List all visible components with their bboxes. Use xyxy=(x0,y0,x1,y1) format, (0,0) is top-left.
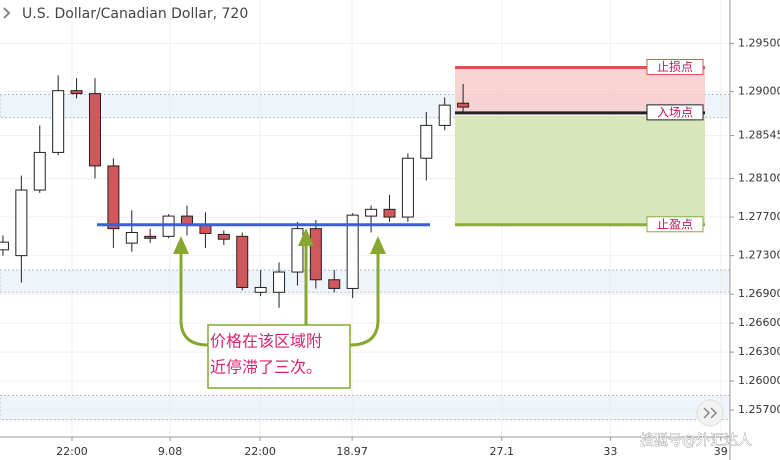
candle-body xyxy=(273,271,286,293)
candle-body xyxy=(383,208,396,218)
candle-body xyxy=(88,93,101,167)
candle-body xyxy=(236,235,249,288)
candle-body xyxy=(346,214,359,289)
chart-title: U.S. Dollar/Canadian Dollar, 720 xyxy=(22,6,248,22)
candle-body xyxy=(125,231,138,244)
x-tick-label: 9.08 xyxy=(158,445,183,458)
y-tick-label: 1.28545 xyxy=(738,129,780,142)
y-tick-label: 1.26300 xyxy=(738,345,780,358)
y-tick-label: 1.26600 xyxy=(738,316,780,329)
collapse-icon[interactable] xyxy=(3,7,11,19)
arrows xyxy=(179,240,380,347)
y-tick-label: 1.27700 xyxy=(738,210,780,223)
candle-body xyxy=(52,90,65,153)
level-label: 止损点 xyxy=(657,60,693,74)
profit-zone xyxy=(455,115,705,225)
zone xyxy=(0,395,731,421)
x-tick-label: 39 xyxy=(714,445,728,458)
candle-body xyxy=(401,157,414,218)
y-tick-label: 1.29500 xyxy=(738,36,780,49)
watermark: 搜狐号@外汇达人 xyxy=(640,433,752,449)
x-tick-label: 33 xyxy=(603,445,617,458)
candle-body xyxy=(438,104,451,126)
x-tick-label: 22:00 xyxy=(56,445,88,458)
level-label: 止盈点 xyxy=(657,217,693,231)
candle-body xyxy=(0,241,9,251)
y-tick-label: 1.25700 xyxy=(738,403,780,416)
candle-body xyxy=(217,233,230,240)
y-tick-label: 1.29000 xyxy=(738,85,780,98)
level-label-box xyxy=(646,104,704,121)
annotation-line: 近停滞了三次。 xyxy=(210,358,322,377)
y-tick-label: 1.27300 xyxy=(738,249,780,262)
candle-body xyxy=(457,102,470,108)
arrowheads xyxy=(173,228,386,254)
candle-body xyxy=(144,235,157,239)
x-tick-label: 18.97 xyxy=(336,445,368,458)
candle-body xyxy=(254,286,267,293)
candle-body xyxy=(309,228,322,281)
level-label-box xyxy=(646,216,704,233)
candle-body xyxy=(33,151,46,191)
x-tick-label: 22:00 xyxy=(244,445,276,458)
candle-body xyxy=(291,228,304,273)
y-tick-label: 1.26000 xyxy=(738,374,780,387)
scroll-icon xyxy=(703,407,718,419)
candle-body xyxy=(15,189,28,257)
candle-body xyxy=(70,90,83,95)
annotation-box xyxy=(207,324,351,389)
candle-body xyxy=(420,124,433,159)
y-tick-label: 1.28100 xyxy=(738,171,780,184)
zone xyxy=(0,269,731,293)
candle-body xyxy=(365,208,378,217)
annotation-line: 价格在该区域附 xyxy=(210,332,322,351)
level-label-box xyxy=(646,59,704,76)
candle-body xyxy=(107,165,120,230)
x-tick-label: 27.1 xyxy=(490,445,515,458)
y-tick-label: 1.26900 xyxy=(738,287,780,300)
level-label: 入场点 xyxy=(657,105,693,119)
candle-body xyxy=(328,279,341,289)
